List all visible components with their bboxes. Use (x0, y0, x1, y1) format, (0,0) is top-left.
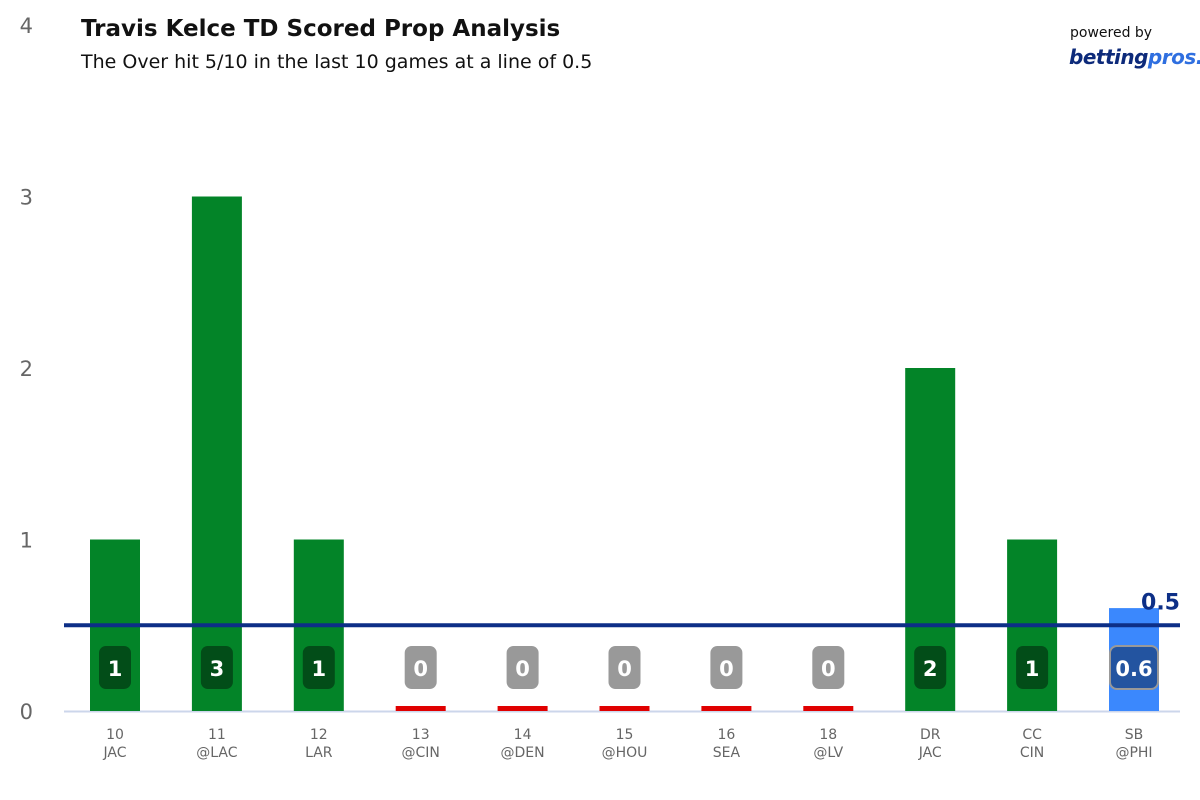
logo-part: betting (1069, 45, 1148, 69)
data-label: 0 (821, 657, 836, 681)
data-label-box (710, 646, 743, 689)
x-tick-label: @LV (813, 745, 843, 761)
data-label: 0 (413, 657, 428, 681)
x-tick-label: 18 (819, 727, 837, 743)
y-tick-label: 3 (20, 186, 33, 210)
bar (497, 706, 548, 711)
x-tick-label: DR (920, 727, 941, 743)
logo-part: pros (1147, 45, 1196, 69)
x-tick-label: @HOU (602, 745, 648, 761)
powered-by-text: powered by (1070, 25, 1153, 41)
x-tick-label: @LAC (196, 745, 237, 761)
x-tick-label: @PHI (1115, 745, 1152, 761)
data-label-box (200, 646, 233, 689)
logo-part: . (1196, 45, 1200, 69)
data-label: 1 (108, 657, 123, 681)
bar (701, 706, 752, 711)
data-label-box (99, 646, 131, 689)
x-tick-label: 16 (717, 727, 735, 743)
x-tick-label: CC (1022, 727, 1042, 743)
bar (395, 706, 446, 711)
x-tick-label: 14 (514, 727, 532, 743)
data-label-box (302, 646, 335, 689)
x-tick-label: 13 (412, 727, 430, 743)
data-label: 1 (311, 657, 326, 681)
bar (803, 706, 854, 711)
y-tick-label: 2 (20, 357, 33, 381)
x-tick-label: 11 (208, 727, 226, 743)
data-label: 0.6 (1115, 657, 1152, 681)
x-tick-label: JAC (918, 745, 942, 761)
chart-subtitle: The Over hit 5/10 in the last 10 games a… (81, 51, 593, 73)
chart-title: Travis Kelce TD Scored Prop Analysis (81, 16, 561, 42)
y-tick-label: 1 (20, 529, 33, 553)
data-label: 3 (210, 657, 225, 681)
data-label: 0 (515, 657, 530, 681)
data-label-box (812, 646, 845, 689)
data-label: 1 (1025, 657, 1040, 681)
x-tick-label: @CIN (402, 745, 440, 761)
x-tick-label: JAC (103, 745, 127, 761)
data-label: 0 (617, 657, 632, 681)
bettingpros-logo: bettingpros. (1069, 45, 1200, 69)
data-label-box (404, 646, 437, 689)
x-tick-label: 10 (106, 727, 124, 743)
x-tick-label: SEA (713, 745, 741, 761)
x-tick-label: @DEN (501, 745, 545, 761)
data-label-box (1109, 645, 1159, 690)
bar (191, 196, 242, 711)
x-tick-label: LAR (305, 745, 333, 761)
data-label-box (1016, 646, 1049, 689)
x-tick-label: 12 (310, 727, 328, 743)
data-label: 2 (923, 657, 938, 681)
y-tick-label: 4 (20, 14, 33, 38)
data-label-box (506, 646, 539, 689)
prop-line-label: 0.5 (1141, 590, 1180, 615)
data-label: 0 (719, 657, 734, 681)
data-label-box (608, 646, 641, 689)
y-tick-label: 0 (20, 700, 33, 724)
bar (599, 706, 650, 711)
x-tick-label: CIN (1020, 745, 1044, 761)
x-tick-label: 15 (616, 727, 634, 743)
data-label-box (914, 646, 947, 689)
x-tick-label: SB (1125, 727, 1144, 743)
